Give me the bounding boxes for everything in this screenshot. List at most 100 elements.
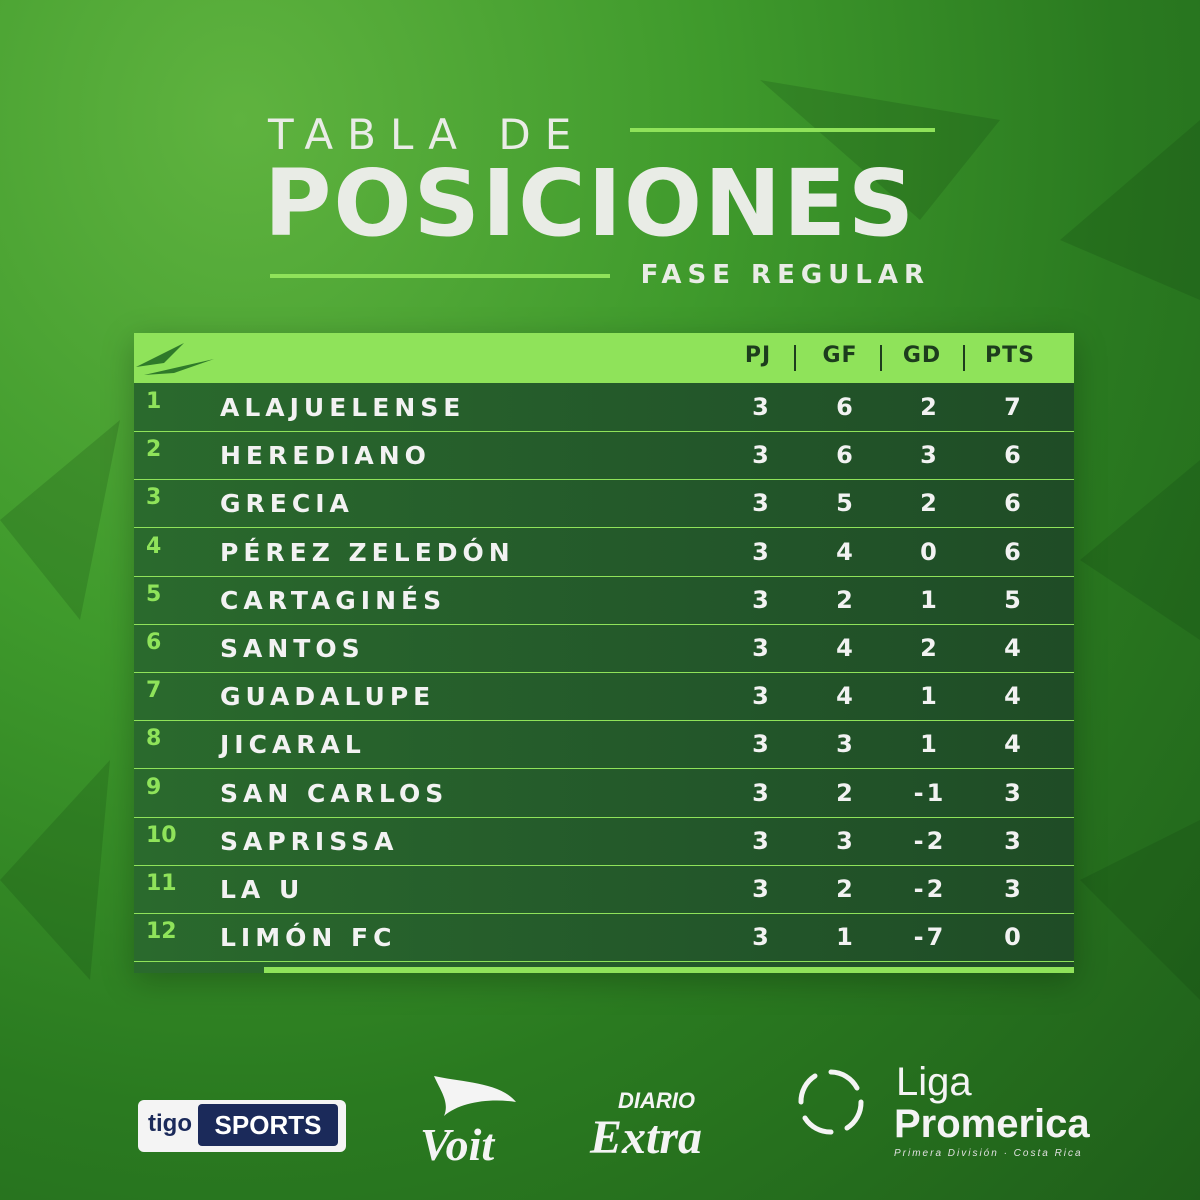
stat-pj: 3	[752, 393, 772, 421]
team-name: LA U	[220, 875, 305, 904]
stat-pts: 4	[1004, 634, 1024, 662]
stat-gd: 2	[920, 489, 940, 518]
liga-promerica-mark-icon	[798, 1069, 864, 1135]
team-name: JICARAL	[220, 730, 366, 760]
title-block: TABLA DE POSICIONES FASE REGULAR	[264, 110, 938, 310]
column-separator	[963, 345, 965, 371]
stat-gd: -2	[913, 826, 947, 855]
table-row: 12 LIMÓN FC 3 1 -7 0	[134, 913, 1074, 963]
stat-gd: 2	[920, 634, 940, 662]
table-row: 6 SANTOS 3 4 2 4	[134, 624, 1074, 673]
stat-gf: 6	[836, 441, 856, 470]
stat-gf: 3	[836, 730, 856, 759]
stat-pj: 3	[752, 585, 772, 614]
tigo-sports-logo: tigo SPORTS	[138, 1100, 346, 1152]
stat-pts: 6	[1004, 441, 1024, 470]
stat-gd: 1	[920, 585, 940, 614]
promerica-logo-text: Promerica	[894, 1102, 1090, 1146]
page-title: POSICIONES	[264, 150, 917, 257]
extra-logo-text: Extra	[590, 1111, 703, 1164]
position-number: 2	[146, 437, 162, 463]
stat-pj: 3	[752, 826, 772, 855]
table-row: 2 HEREDIANO 3 6 3 6	[134, 431, 1074, 481]
table-row: 10 SAPRISSA 3 3 -2 3	[134, 817, 1074, 866]
voit-logo: Voit	[420, 1119, 495, 1170]
title-divider-top	[630, 128, 935, 132]
stat-pj: 3	[752, 730, 772, 759]
stat-gf: 5	[836, 489, 856, 518]
stat-gd: 1	[920, 730, 940, 759]
stat-gd: 3	[920, 441, 940, 470]
position-number: 10	[146, 822, 177, 848]
team-name: HEREDIANO	[220, 441, 431, 471]
tigo-logo-text: tigo	[148, 1110, 192, 1137]
position-number: 4	[146, 533, 162, 559]
stat-gd: 0	[920, 537, 940, 566]
column-separator	[794, 345, 796, 371]
stat-gd: 1	[920, 682, 940, 711]
position-number: 8	[146, 726, 162, 752]
stat-gf: 4	[836, 682, 856, 711]
table-row: 11 LA U 3 2 -2 3	[134, 865, 1074, 914]
stat-pj: 3	[752, 875, 772, 903]
standings-table: PJ GF GD PTS 1 ALAJUELENSE 3 6 2 7 2 HEREDIANO 3…	[134, 333, 1074, 973]
stat-pts: 3	[1004, 778, 1024, 807]
stat-pts: 6	[1004, 537, 1024, 566]
table-row: 9 SAN CARLOS 3 2 -1 3	[134, 769, 1074, 818]
table-header: PJ GF GD PTS	[134, 333, 1074, 383]
position-number: 6	[146, 630, 162, 655]
stat-pts: 5	[1004, 585, 1024, 614]
stat-gf: 2	[836, 585, 856, 614]
position-number: 5	[146, 581, 162, 607]
stat-pj: 3	[752, 682, 772, 711]
table-row: 3 GRECIA 3 5 2 6	[134, 479, 1074, 529]
stat-pj: 3	[752, 441, 772, 470]
stat-gf: 2	[836, 875, 856, 903]
stat-pts: 3	[1004, 826, 1024, 855]
stat-pj: 3	[752, 489, 772, 518]
stat-pj: 3	[752, 634, 772, 662]
stat-gf: 6	[836, 393, 856, 421]
stat-pts: 7	[1004, 393, 1024, 421]
liga-tagline: Primera División · Costa Rica	[894, 1148, 1083, 1159]
column-header-pj: PJ	[744, 343, 772, 368]
table-row: 1 ALAJUELENSE 3 6 2 7	[134, 383, 1074, 432]
stat-pts: 6	[1004, 489, 1024, 518]
stat-gf: 1	[836, 923, 856, 952]
sponsor-bar: tigo SPORTS Voit DIARIO Extra Liga Prome…	[0, 1050, 1200, 1180]
title-divider-bottom	[270, 274, 610, 278]
team-name: GUADALUPE	[220, 682, 436, 712]
column-header-gf: GF	[822, 343, 858, 368]
column-header-gd: GD	[902, 343, 942, 368]
team-name: SANTOS	[220, 634, 365, 663]
position-number: 7	[146, 678, 162, 704]
position-number: 3	[146, 485, 162, 511]
team-name: LIMÓN FC	[220, 923, 397, 953]
stat-gd: -7	[913, 923, 947, 952]
stat-pj: 3	[752, 537, 772, 566]
stat-gd: 2	[920, 393, 940, 421]
team-name: SAPRISSA	[220, 826, 399, 856]
page-subtitle: FASE REGULAR	[640, 260, 930, 290]
position-number: 9	[146, 774, 162, 800]
tigo-sports-text: SPORTS	[198, 1104, 338, 1146]
stat-gf: 2	[836, 778, 856, 807]
table-row: 4 PÉREZ ZELEDÓN 3 4 0 6	[134, 528, 1074, 577]
stat-pts: 0	[1004, 923, 1024, 952]
stat-gf: 4	[836, 634, 856, 662]
position-number: 11	[146, 871, 177, 896]
stat-gf: 3	[836, 826, 856, 855]
stat-gd: -2	[913, 875, 947, 903]
stat-gf: 4	[836, 537, 856, 566]
position-number: 12	[146, 919, 177, 945]
table-row: 8 JICARAL 3 3 1 4	[134, 720, 1074, 770]
table-row: 5 CARTAGINÉS 3 2 1 5	[134, 576, 1074, 625]
stat-pj: 3	[752, 778, 772, 807]
stat-gd: -1	[913, 778, 947, 807]
team-name: PÉREZ ZELEDÓN	[220, 537, 515, 567]
team-name: CARTAGINÉS	[220, 585, 447, 615]
team-name: GRECIA	[220, 489, 354, 519]
stat-pts: 3	[1004, 875, 1024, 903]
title-top: TABLA DE	[268, 110, 586, 159]
